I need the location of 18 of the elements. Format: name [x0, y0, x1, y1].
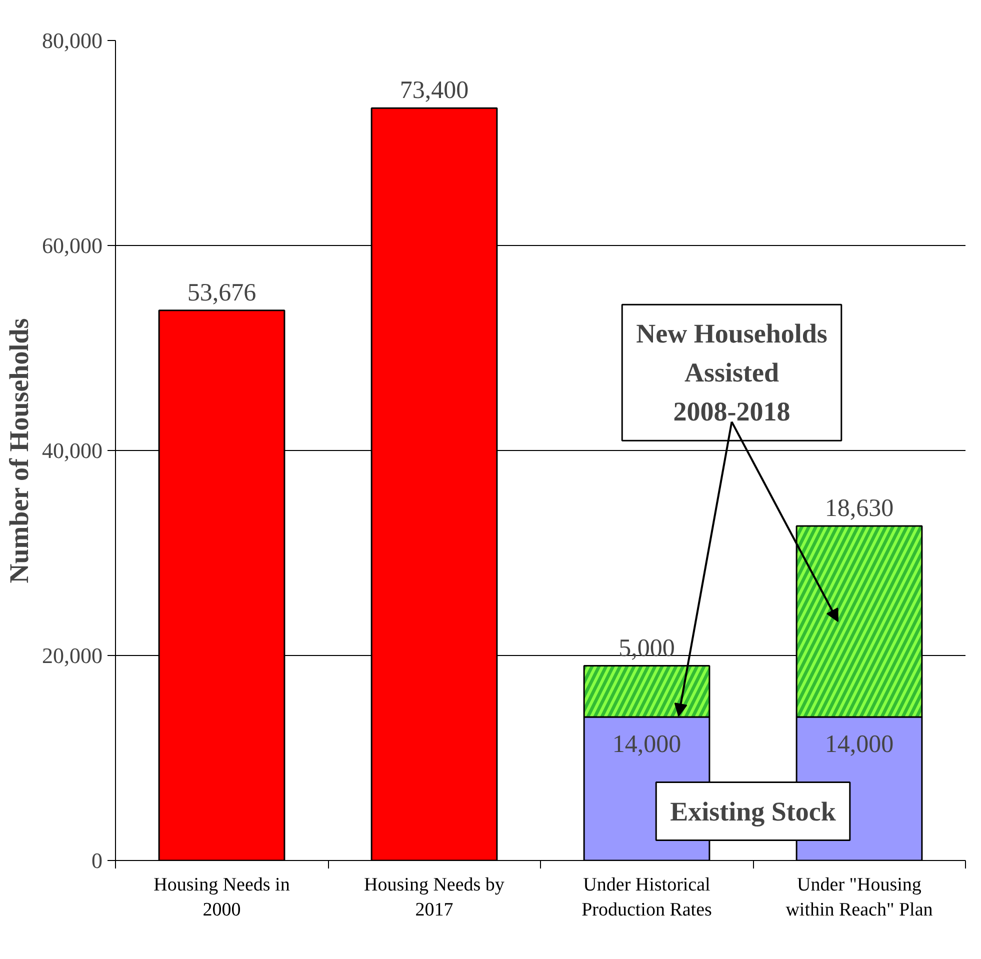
y-tick-label: 60,000	[42, 233, 102, 258]
y-tick-label: 20,000	[42, 643, 102, 668]
data-label: 73,400	[400, 77, 469, 104]
data-label: 5,000	[618, 634, 675, 662]
y-tick-label: 0	[92, 848, 102, 873]
data-label: 14,000	[824, 731, 894, 758]
y-tick-label: 40,000	[42, 438, 102, 463]
data-label: 18,630	[824, 495, 894, 522]
text: New Households Assisted 2008-2018	[636, 318, 828, 427]
x-tick-label: Under Historical Production Rates	[582, 874, 712, 921]
x-tick-label: Housing Needs by 2017	[364, 874, 505, 921]
series-label: Existing Stock	[670, 796, 836, 826]
data-label: 53,676	[187, 279, 256, 306]
x-tick-label: Housing Needs in 2000	[154, 874, 290, 921]
y-axis-title: Number of Households	[4, 318, 34, 584]
data-label: 14,000	[612, 731, 682, 758]
x-tick-label: Under "Housing within Reach" Plan	[786, 874, 934, 921]
y-tick-label: 80,000	[42, 28, 102, 53]
